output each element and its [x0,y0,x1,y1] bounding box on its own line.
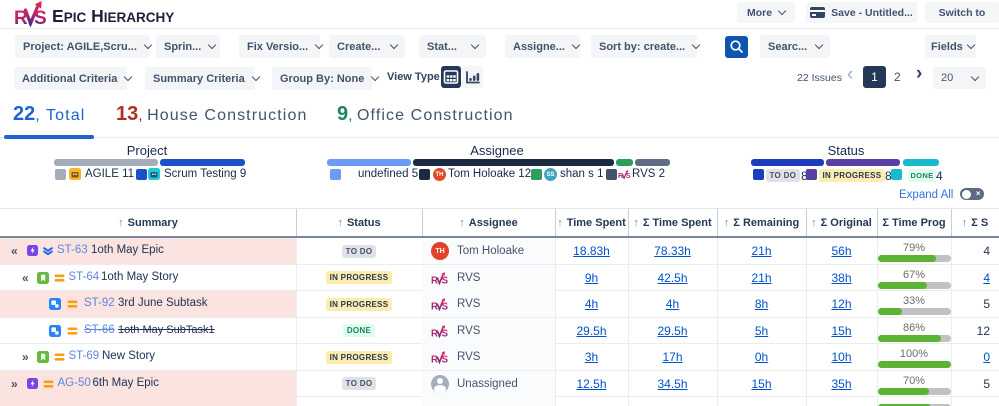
svg-text:R: R [431,328,438,338]
svg-text:R: R [431,354,438,364]
svg-text:R: R [618,171,624,180]
svg-text:R: R [14,8,28,27]
svg-text:R: R [431,301,438,311]
svg-text:S: S [442,275,449,285]
svg-text:S: S [442,301,449,311]
svg-text:R: R [431,275,438,285]
svg-text:S: S [626,171,631,180]
svg-text:S: S [442,354,449,364]
svg-text:S: S [442,328,449,338]
svg-text:S: S [34,8,47,27]
